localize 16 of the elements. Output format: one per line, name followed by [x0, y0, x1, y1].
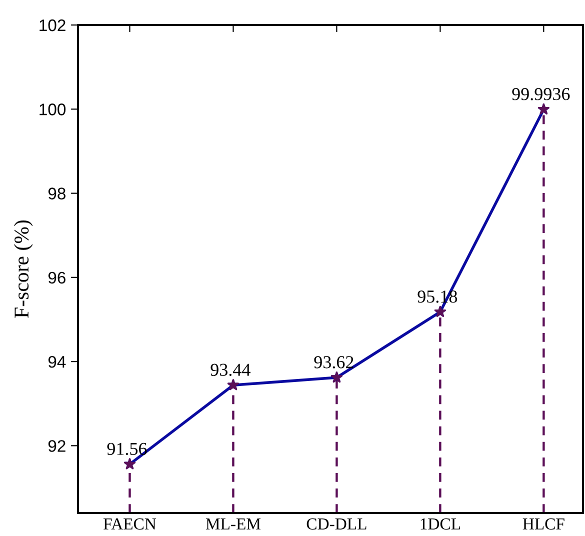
y-tick-label: 100: [40, 104, 66, 116]
x-tick-label: CD-DLL: [306, 518, 366, 530]
data-label: 99.9936: [512, 88, 570, 100]
x-tick-label: ML-EM: [206, 518, 261, 530]
data-label: 91.56: [107, 442, 147, 456]
data-label: 93.44: [210, 364, 250, 376]
x-tick-label: HLCF: [522, 518, 564, 530]
y-axis-title: F-score (%): [14, 220, 33, 318]
x-tick-label: FAECN: [104, 518, 156, 530]
data-label: 93.62: [314, 356, 354, 368]
y-tick-label: 94: [48, 356, 66, 368]
y-tick-label: 92: [48, 440, 66, 452]
y-tick-label: 96: [48, 272, 66, 284]
y-tick-label: 102: [40, 19, 66, 32]
y-tick-label: 98: [48, 188, 66, 200]
x-tick-label: 1DCL: [420, 518, 460, 530]
